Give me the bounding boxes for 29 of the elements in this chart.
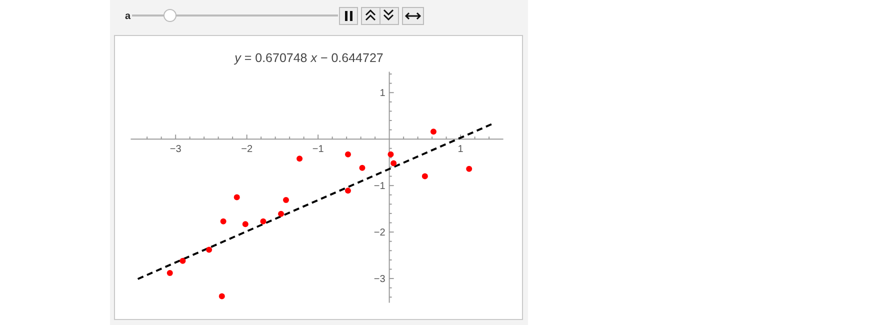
point: [242, 221, 248, 228]
y-tick-label: 1: [380, 88, 386, 100]
x-tick-label: 1: [458, 144, 464, 156]
point: [466, 166, 472, 172]
point: [218, 293, 225, 300]
point: [296, 156, 303, 162]
point: [390, 160, 397, 166]
point: [359, 164, 366, 171]
x-tick-label: −2: [241, 144, 253, 156]
chart-title: y = 0.670748 x − 0.644727: [234, 51, 384, 65]
point: [234, 194, 240, 200]
point: [388, 151, 394, 158]
point: [166, 270, 173, 276]
point: [220, 218, 226, 224]
point: [344, 151, 351, 158]
point: [344, 188, 351, 194]
point: [180, 258, 186, 264]
point: [260, 218, 266, 224]
y-tick-label: −2: [374, 228, 386, 239]
point: [422, 173, 428, 180]
text: a: [125, 11, 131, 22]
y-tick-label: −1: [374, 181, 386, 192]
point: [278, 210, 284, 217]
point: [206, 246, 212, 253]
point: [430, 128, 436, 135]
y-tick-label: −3: [374, 274, 386, 286]
x-tick-label: −1: [312, 144, 324, 156]
x-tick-label: −3: [170, 144, 182, 156]
point: [283, 196, 290, 203]
